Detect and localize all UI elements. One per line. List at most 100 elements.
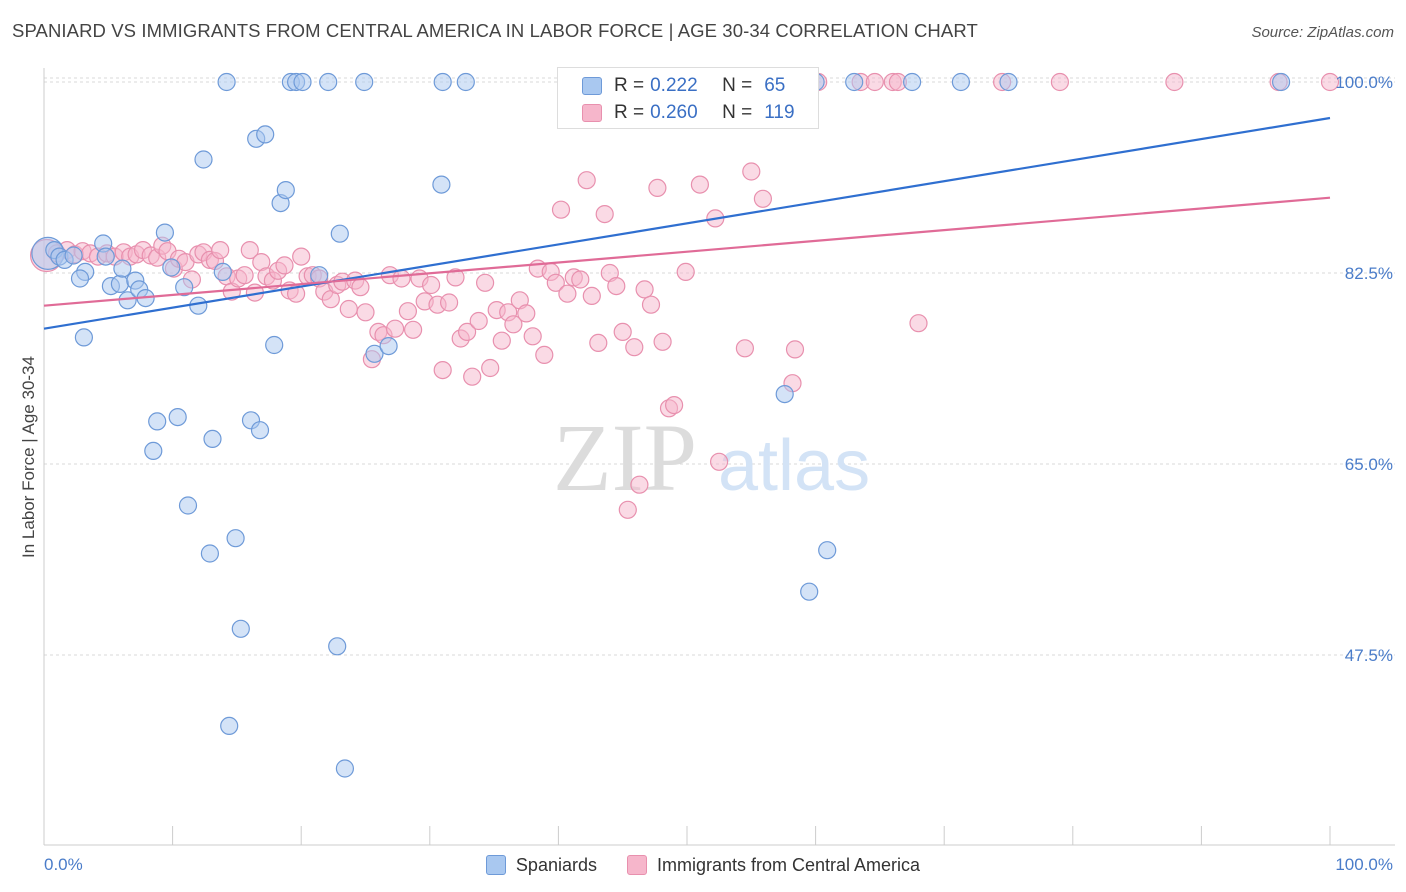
immigrants-point	[735, 339, 755, 358]
spaniards-point	[213, 262, 232, 281]
spaniards-point	[319, 72, 338, 92]
immigrants-point	[481, 358, 500, 378]
immigrants-point	[630, 475, 649, 494]
immigrants-point	[785, 340, 805, 359]
immigrants-point	[535, 345, 554, 364]
spaniards-point	[433, 72, 452, 92]
spaniards-point	[203, 429, 222, 448]
immigrants-point	[404, 320, 423, 339]
immigrants-point	[571, 270, 590, 289]
spaniards-point	[226, 529, 245, 548]
spaniards-point	[113, 259, 132, 278]
immigrants-point	[292, 247, 311, 266]
legend-swatch-pink	[582, 104, 602, 122]
immigrants-point	[523, 327, 542, 346]
spaniards-point	[256, 125, 275, 144]
immigrants-point	[422, 275, 441, 295]
immigrants-point	[211, 241, 230, 260]
spaniards-point	[231, 619, 250, 638]
legend-swatch-blue	[485, 855, 506, 875]
immigrants-point	[653, 332, 672, 351]
immigrants-point	[690, 175, 710, 194]
immigrants-point	[618, 500, 637, 519]
immigrants-point	[595, 205, 614, 224]
immigrants-point	[558, 284, 577, 303]
spaniards-point	[144, 441, 163, 460]
immigrants-point	[664, 396, 684, 415]
immigrants-point	[589, 333, 608, 352]
spaniards-point	[194, 150, 213, 169]
spaniards-point	[217, 72, 236, 92]
spaniards-point	[96, 247, 115, 266]
legend-r-label: R =	[614, 75, 645, 96]
legend-row-immigrants: R = 0.260 N = 119	[582, 100, 795, 126]
watermark: ZIP atlas	[553, 404, 870, 511]
immigrants-point	[392, 269, 411, 288]
legend-n-label: N =	[722, 102, 753, 123]
spaniards-point	[155, 223, 174, 242]
spaniards-point	[74, 328, 94, 347]
legend-item-spaniards[interactable]: Spaniards	[485, 854, 597, 876]
spaniards-point	[162, 258, 181, 277]
watermark-zip: ZIP	[553, 404, 697, 511]
legend-n-label: N =	[722, 75, 753, 96]
watermark-atlas: atlas	[718, 426, 870, 506]
y-tick-label-1: 65.0%	[1345, 455, 1393, 474]
immigrants-point	[235, 266, 254, 285]
x-tick-label-max: 100.0%	[1335, 855, 1393, 874]
immigrants-point	[551, 200, 571, 219]
immigrants-point	[753, 189, 773, 208]
immigrants-point	[386, 319, 405, 338]
series-spaniards-points	[31, 72, 1291, 778]
immigrants-point	[1320, 72, 1340, 92]
spaniards-point	[328, 637, 347, 656]
immigrants-point	[676, 262, 695, 281]
legend-label-immigrants: Immigrants from Central America	[656, 854, 921, 875]
spaniards-point	[902, 72, 922, 92]
spaniards-point	[951, 72, 971, 92]
spaniards-point	[456, 72, 475, 92]
immigrants-point	[648, 178, 667, 197]
legend-row-spaniards: R = 0.222 N = 65	[582, 73, 785, 99]
spaniards-trend-line	[43, 116, 1331, 330]
y-axis-title: In Labor Force | Age 30-34	[19, 356, 38, 558]
spaniards-point	[110, 274, 130, 293]
immigrants-point	[546, 273, 565, 292]
spaniards-point	[265, 335, 284, 355]
legend-r-label: R =	[614, 102, 645, 123]
gridlines	[44, 77, 1395, 656]
legend-swatch-pink	[626, 855, 647, 875]
immigrants-point	[641, 295, 661, 314]
legend-r-value: 0.260	[650, 102, 698, 123]
immigrants-point	[577, 171, 596, 190]
spaniards-point	[148, 412, 167, 431]
immigrants-point	[517, 304, 536, 323]
legend-label-spaniards: Spaniards	[515, 854, 597, 875]
immigrants-trend-line	[43, 196, 1331, 307]
immigrants-point	[356, 303, 375, 322]
immigrants-point	[275, 256, 294, 275]
spaniards-point	[64, 246, 83, 265]
spaniards-point	[220, 716, 239, 736]
immigrants-point	[351, 278, 370, 297]
immigrants-point	[240, 241, 259, 260]
immigrants-point	[463, 367, 482, 386]
immigrants-point	[1165, 72, 1184, 92]
immigrants-point	[398, 302, 417, 321]
y-tick-label-3: 100.0%	[1335, 73, 1393, 92]
legend-n-value: 119	[764, 102, 795, 123]
immigrants-point	[446, 268, 465, 287]
legend-swatch-blue	[582, 77, 602, 95]
immigrants-point	[339, 299, 358, 319]
immigrants-point	[458, 322, 477, 341]
immigrants-point	[865, 72, 884, 92]
spaniards-point	[330, 224, 349, 243]
spaniards-point	[335, 759, 354, 778]
spaniards-point	[800, 582, 819, 601]
legend-item-immigrants[interactable]: Immigrants from Central America	[626, 854, 921, 876]
spaniards-point	[818, 541, 837, 560]
immigrants-point	[1050, 72, 1070, 92]
y-tick-label-2: 82.5%	[1345, 264, 1393, 283]
immigrants-point	[613, 322, 632, 341]
immigrants-point	[469, 311, 488, 331]
